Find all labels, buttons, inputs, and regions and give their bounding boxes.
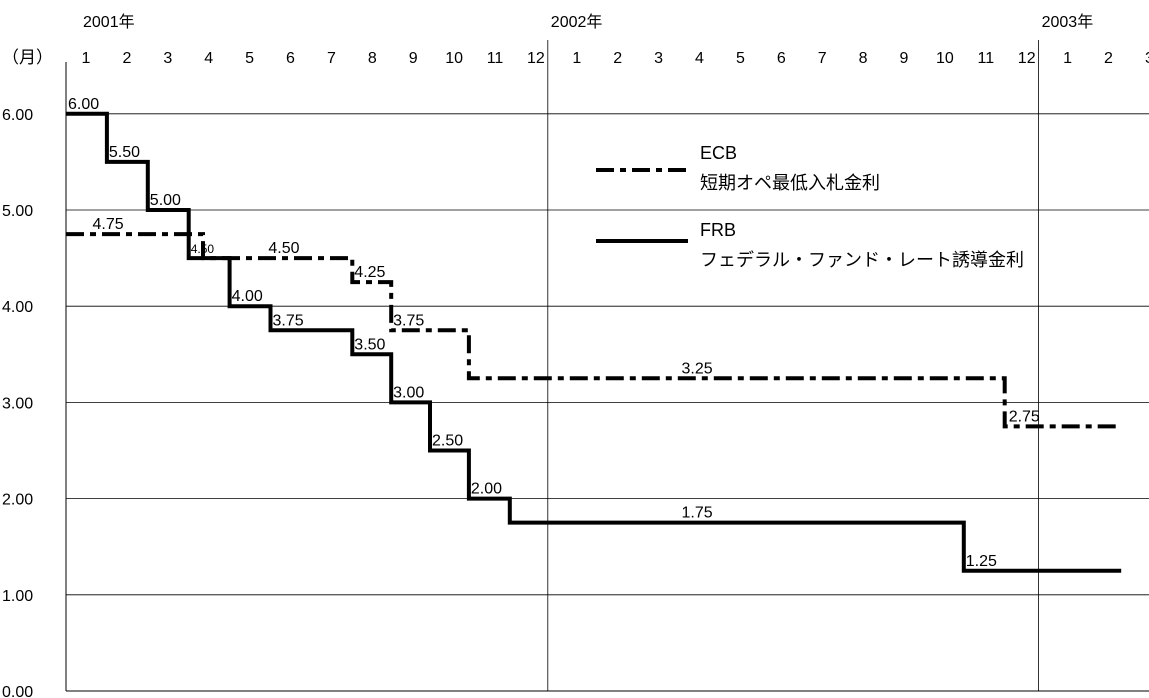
month-tick-label: 6 [777,50,786,67]
month-tick-label: 1 [572,50,581,67]
year-dividers [547,40,1039,691]
year-label: 2003年 [1042,13,1094,31]
month-tick-label: 12 [1018,50,1036,67]
legend-name: FRB [700,220,736,240]
data-label: 2.00 [471,481,502,498]
month-tick-label: 4 [695,50,704,67]
axes [65,62,1149,692]
y-axis: 0.00 1.00 2.00 3.00 4.00 5.00 6.00 [2,107,33,698]
data-label: 3.50 [354,336,385,353]
series-line-ecb [66,232,1122,429]
y-tick-label: 2.00 [2,492,33,509]
data-label: 1.25 [966,553,997,570]
month-tick-label: 1 [1063,50,1072,67]
month-tick-label: 3 [163,50,172,67]
month-tick-label: 8 [859,50,868,67]
y-tick-label: 4.00 [2,299,33,316]
month-tick-label: 3 [654,50,663,67]
month-tick-label: 2 [122,50,131,67]
month-tick-label: 3 [1145,50,1149,67]
data-label: 3.75 [273,312,304,329]
legend-description: 短期オペ最低入札金利 [700,173,880,193]
month-tick-label: 12 [527,50,545,67]
month-tick-label: 6 [286,50,295,67]
data-labels: 6.00 5.50 5.00 4.75 4.50 4.50 4.25 4.00 3.75 3.75… [68,96,1040,570]
month-tick-label: 7 [327,50,336,67]
month-tick-label: 10 [445,50,463,67]
data-label: 5.00 [150,192,181,209]
legend: ECB 短期オペ最低入札金利 FRB フェデラル・ファンド・レート誘導金利 [596,143,1024,270]
data-label: 4.75 [93,216,124,233]
month-tick-label: 9 [409,50,418,67]
month-tick-label: 9 [900,50,909,67]
data-label: 4.50 [268,240,299,257]
data-label: 4.00 [232,288,263,305]
y-tick-label: 3.00 [2,395,33,412]
y-tick-label: 1.00 [2,588,33,605]
data-label: 2.75 [1009,408,1040,425]
data-label: 6.00 [68,96,99,113]
month-tick-label: 10 [936,50,954,67]
month-tick-label: 1 [82,50,91,67]
month-tick-label: 2 [613,50,622,67]
month-tick-label: 5 [736,50,745,67]
y-tick-label: 6.00 [2,107,33,124]
data-label: 3.75 [393,312,424,329]
data-label: 1.75 [682,505,713,522]
month-tick-label: 4 [204,50,213,67]
series-layer [66,111,1122,573]
x-unit-label: （月） [2,48,53,67]
series-line-frb [66,111,1122,573]
year-label: 2001年 [83,13,135,31]
y-tick-label: 0.00 [2,684,33,698]
data-label: 2.50 [432,433,463,450]
month-tick-label: 2 [1104,50,1113,67]
year-label: 2002年 [551,13,603,31]
month-tick-label: 8 [368,50,377,67]
data-label: 4.25 [354,264,385,281]
month-tick-label: 7 [818,50,827,67]
data-label: 5.50 [109,144,140,161]
legend-name: ECB [700,143,737,163]
legend-description: フェデラル・ファンド・レート誘導金利 [700,250,1024,270]
data-label: 3.00 [393,384,424,401]
month-tick-label: 11 [977,50,994,67]
month-tick-label: 11 [487,50,504,67]
data-label: 4.50 [191,242,215,256]
data-label: 3.25 [682,360,713,377]
top-axis: 2001年 2002年 2003年（月） 1 2 3 4 5 6 7 8 9 10 11 12 1 2 3 4 5 6 7… [2,13,1149,67]
y-tick-label: 5.00 [2,203,33,220]
month-tick-label: 5 [245,50,254,67]
